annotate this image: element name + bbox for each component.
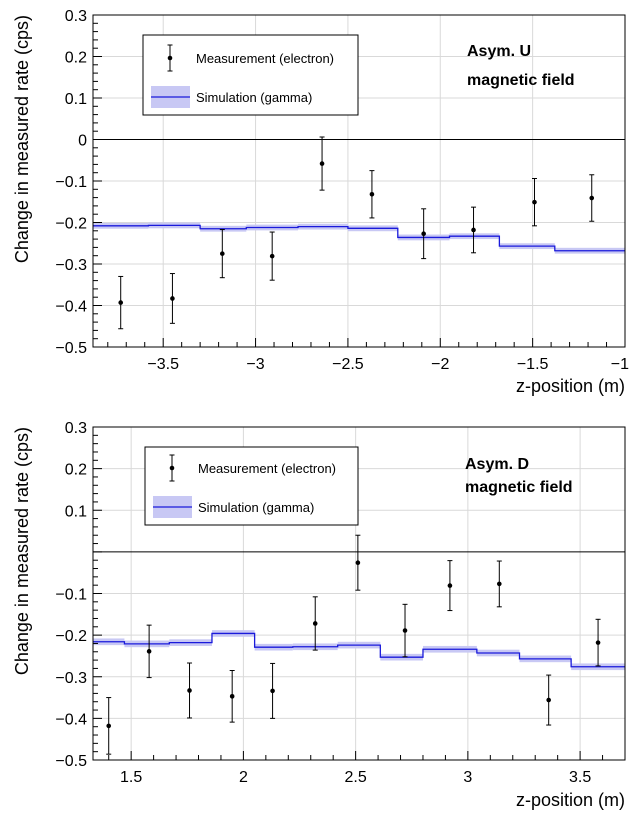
measurement-series <box>106 534 601 755</box>
data-point <box>170 296 175 301</box>
y-axis-title: Change in measured rate (cps) <box>12 427 32 675</box>
data-point <box>546 697 551 703</box>
x-tick-label: 3 <box>463 769 472 786</box>
data-point <box>471 227 476 233</box>
data-point <box>532 199 537 205</box>
ticks <box>93 14 626 348</box>
x-axis-title: z-position (m) <box>516 376 625 396</box>
y-tick-label: 0.1 <box>65 91 87 108</box>
x-tick-label: −2.5 <box>332 356 364 373</box>
x-tick-label: −3.5 <box>147 356 179 373</box>
legend-point-marker <box>167 55 173 61</box>
x-tick-label: 3.5 <box>569 769 591 786</box>
annotation-line-2: magnetic field <box>467 72 575 89</box>
legend-label-measurement: Measurement (electron) <box>196 51 334 66</box>
legend-label-measurement: Measurement (electron) <box>198 461 336 476</box>
y-tick-label: −0.4 <box>55 299 87 316</box>
y-tick-label: −0.3 <box>55 670 87 687</box>
data-point <box>369 191 375 197</box>
x-tick-label: −2 <box>431 356 449 373</box>
x-axis-title: z-position (m) <box>516 790 625 810</box>
x-tick-label: −1 <box>611 356 629 373</box>
data-point <box>319 161 325 166</box>
data-point <box>187 688 192 693</box>
data-point <box>270 688 275 694</box>
legend-box <box>144 446 359 526</box>
data-point <box>269 253 275 259</box>
data-point <box>355 560 361 565</box>
legend: Measurement (electron) Simulation (gamma) <box>144 446 359 526</box>
x-tick-label: 2 <box>239 769 248 786</box>
data-point <box>421 231 426 237</box>
y-tick-label: −0.1 <box>55 174 87 191</box>
y-tick-label: 0.3 <box>65 420 87 437</box>
y-tick-label: −0.5 <box>55 340 87 357</box>
ticks <box>93 426 626 761</box>
x-tick-label: 1.5 <box>120 769 142 786</box>
y-tick-label: −0.5 <box>55 753 87 770</box>
data-point <box>106 723 112 729</box>
y-tick-label: −0.4 <box>55 711 87 728</box>
data-point <box>229 694 235 699</box>
bottom-panel: 1.5 2 2.5 3 3.5 −0.5 −0.4 −0.3 −0.2 −0.1 0.1 0.2 0.3… <box>12 420 626 810</box>
data-point <box>496 581 502 587</box>
data-point <box>312 621 318 626</box>
y-tick-label: 0 <box>78 133 87 150</box>
y-tick-label: 0.1 <box>65 503 87 520</box>
legend: Measurement (electron) Simulation (gamma) <box>142 34 359 116</box>
x-tick-label: −1.5 <box>517 356 549 373</box>
simulation-step-line <box>93 224 625 252</box>
y-tick-label: −0.3 <box>55 257 87 274</box>
legend-label-simulation: Simulation (gamma) <box>198 500 314 515</box>
simulation-step-line <box>93 632 625 668</box>
data-point <box>220 251 225 256</box>
simulation-series <box>93 630 625 671</box>
annotation-line-1: Asym. U <box>467 43 531 60</box>
data-point <box>402 628 408 633</box>
y-tick-label: 0.2 <box>65 462 87 479</box>
annotation-line-2: magnetic field <box>465 479 573 496</box>
y-tick-label: 0.3 <box>65 8 87 25</box>
data-point <box>146 649 152 654</box>
y-axis-title: Change in measured rate (cps) <box>12 15 32 263</box>
y-tick-label: −0.1 <box>55 587 87 604</box>
data-point <box>589 195 595 201</box>
y-tick-label: 0.2 <box>65 50 87 67</box>
data-point <box>447 583 453 588</box>
data-point <box>595 640 601 645</box>
top-panel: −3.5 −3 −2.5 −2 −1.5 −1 −0.5 −0.4 −0.3 −0.2 −0.1 0 0… <box>12 8 629 396</box>
simulation-series <box>93 222 625 254</box>
legend-point-marker <box>169 465 175 471</box>
x-tick-label: 2.5 <box>345 769 367 786</box>
annotation-line-1: Asym. D <box>465 456 529 473</box>
measurement-series <box>118 136 595 330</box>
y-tick-label: −0.2 <box>55 628 87 645</box>
x-tick-label: −3 <box>246 356 264 373</box>
legend-label-simulation: Simulation (gamma) <box>196 90 312 105</box>
y-tick-label: −0.2 <box>55 216 87 233</box>
data-point <box>118 300 124 305</box>
